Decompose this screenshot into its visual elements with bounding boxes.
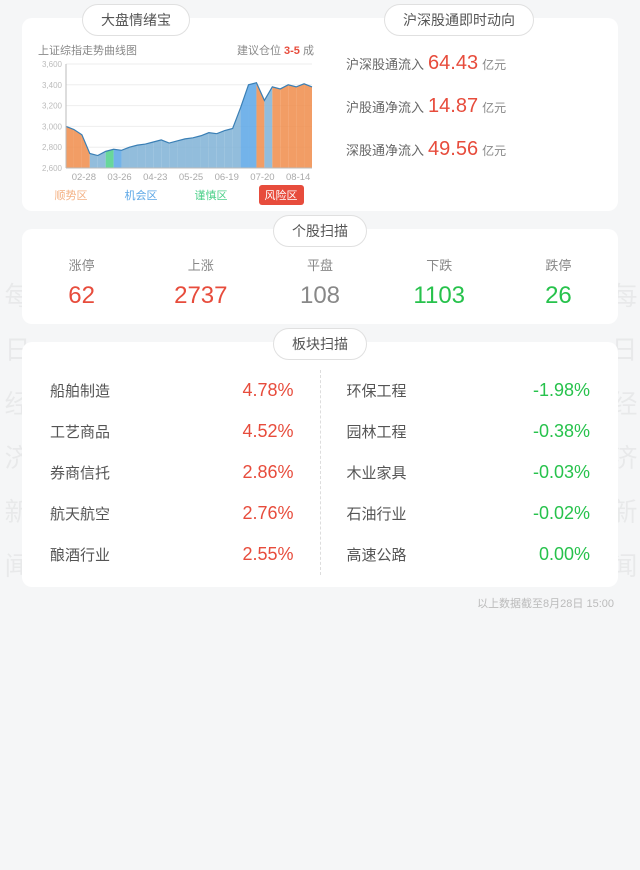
sector-row: 券商信托2.86% <box>32 452 312 493</box>
flow-value: 49.56 <box>428 138 478 161</box>
stock-scan-card: 个股扫描 涨停62上涨2737平盘108下跌1103跌停26 <box>22 229 618 324</box>
sector-pct: 2.86% <box>220 462 306 483</box>
sector-name: 工艺商品 <box>38 421 220 442</box>
sector-pct: 2.55% <box>220 544 306 565</box>
svg-text:2,800: 2,800 <box>42 143 63 152</box>
northbound-panel: 沪深股通即时动向 沪深股通流入64.43亿元沪股通净流入14.87亿元深股通净流… <box>324 18 618 211</box>
svg-text:2,600: 2,600 <box>42 164 63 172</box>
flow-label: 深股通净流入 <box>346 140 424 159</box>
position-suggestion: 建议仓位 3-5 成 <box>237 42 314 58</box>
scan-label: 上涨 <box>141 255 260 274</box>
sector-pct: 4.52% <box>220 421 306 442</box>
scan-label: 平盘 <box>260 255 379 274</box>
flow-row: 沪深股通流入64.43亿元 <box>330 42 608 85</box>
sector-pct: 4.78% <box>220 380 306 401</box>
sector-row: 高速公路0.00% <box>329 534 609 575</box>
sector-pct: 2.76% <box>220 503 306 524</box>
legend-item: 谨慎区 <box>189 185 234 205</box>
scan-col: 下跌 1103 <box>380 255 499 310</box>
flow-unit: 亿元 <box>482 56 506 73</box>
sector-scan-card: 板块扫描 船舶制造4.78%工艺商品4.52%券商信托2.86%航天航空2.76… <box>22 342 618 587</box>
sector-name: 园林工程 <box>335 421 517 442</box>
x-tick: 08-14 <box>280 172 316 183</box>
sentiment-panel: 大盘情绪宝 上证综指走势曲线图 建议仓位 3-5 成 2,6002,8003,0… <box>22 18 324 211</box>
legend-item: 机会区 <box>119 185 164 205</box>
scan-value: 108 <box>260 282 379 310</box>
x-tick: 03-26 <box>102 172 138 183</box>
sector-losers: 环保工程-1.98%园林工程-0.38%木业家具-0.03%石油行业-0.02%… <box>321 370 609 575</box>
sector-name: 船舶制造 <box>38 380 220 401</box>
stock-scan-row: 涨停 62上涨 2737平盘 108下跌 1103跌停 26 <box>22 255 618 310</box>
flow-label: 沪股通净流入 <box>346 97 424 116</box>
stock-scan-title: 个股扫描 <box>273 215 367 247</box>
flow-unit: 亿元 <box>482 142 506 159</box>
sector-scan-title: 板块扫描 <box>273 328 367 360</box>
flow-value: 14.87 <box>428 95 478 118</box>
svg-text:3,200: 3,200 <box>42 102 63 111</box>
legend-item: 风险区 <box>259 185 304 205</box>
flow-unit: 亿元 <box>482 99 506 116</box>
sector-row: 航天航空2.76% <box>32 493 312 534</box>
northbound-title: 沪深股通即时动向 <box>384 4 534 36</box>
svg-text:3,400: 3,400 <box>42 81 63 90</box>
flow-value: 64.43 <box>428 52 478 75</box>
legend-item: 顺势区 <box>49 185 94 205</box>
scan-value: 1103 <box>380 282 499 310</box>
sector-name: 酿酒行业 <box>38 544 220 565</box>
scan-label: 跌停 <box>499 255 618 274</box>
sector-gainers: 船舶制造4.78%工艺商品4.52%券商信托2.86%航天航空2.76%酿酒行业… <box>32 370 321 575</box>
sector-pct: -0.38% <box>516 421 602 442</box>
trend-chart: 2,600 2,800 3,000 3,200 3,400 3,600 <box>36 60 316 172</box>
top-card: 大盘情绪宝 上证综指走势曲线图 建议仓位 3-5 成 2,6002,8003,0… <box>22 18 618 211</box>
sector-row: 石油行业-0.02% <box>329 493 609 534</box>
scan-col: 跌停 26 <box>499 255 618 310</box>
x-tick: 02-28 <box>66 172 102 183</box>
sector-row: 园林工程-0.38% <box>329 411 609 452</box>
x-axis-ticks: 02-2803-2604-2305-2506-1907-2008-14 <box>36 172 316 183</box>
sector-name: 石油行业 <box>335 503 517 524</box>
sector-pct: -0.02% <box>516 503 602 524</box>
x-tick: 07-20 <box>245 172 281 183</box>
scan-value: 62 <box>22 282 141 310</box>
flow-row: 深股通净流入49.56亿元 <box>330 128 608 171</box>
sector-row: 船舶制造4.78% <box>32 370 312 411</box>
x-tick: 04-23 <box>137 172 173 183</box>
flow-list: 沪深股通流入64.43亿元沪股通净流入14.87亿元深股通净流入49.56亿元 <box>330 42 608 171</box>
sector-row: 木业家具-0.03% <box>329 452 609 493</box>
flow-label: 沪深股通流入 <box>346 54 424 73</box>
sector-pct: -0.03% <box>516 462 602 483</box>
sector-name: 环保工程 <box>335 380 517 401</box>
chart-legend: 顺势区 机会区 谨慎区 风险区 <box>36 185 316 205</box>
sector-row: 环保工程-1.98% <box>329 370 609 411</box>
sector-name: 券商信托 <box>38 462 220 483</box>
sentiment-title: 大盘情绪宝 <box>82 4 190 36</box>
sector-row: 酿酒行业2.55% <box>32 534 312 575</box>
sector-row: 工艺商品4.52% <box>32 411 312 452</box>
x-tick: 06-19 <box>209 172 245 183</box>
scan-col: 上涨 2737 <box>141 255 260 310</box>
sector-name: 航天航空 <box>38 503 220 524</box>
svg-text:3,600: 3,600 <box>42 60 63 69</box>
scan-label: 下跌 <box>380 255 499 274</box>
sector-pct: -1.98% <box>516 380 602 401</box>
scan-value: 2737 <box>141 282 260 310</box>
scan-value: 26 <box>499 282 618 310</box>
data-footnote: 以上数据截至8月28日 15:00 <box>0 595 614 611</box>
flow-row: 沪股通净流入14.87亿元 <box>330 85 608 128</box>
svg-text:3,000: 3,000 <box>42 122 63 131</box>
scan-label: 涨停 <box>22 255 141 274</box>
sector-name: 木业家具 <box>335 462 517 483</box>
x-tick: 05-25 <box>173 172 209 183</box>
sector-pct: 0.00% <box>516 544 602 565</box>
sector-name: 高速公路 <box>335 544 517 565</box>
scan-col: 平盘 108 <box>260 255 379 310</box>
scan-col: 涨停 62 <box>22 255 141 310</box>
sector-columns: 船舶制造4.78%工艺商品4.52%券商信托2.86%航天航空2.76%酿酒行业… <box>32 370 608 575</box>
